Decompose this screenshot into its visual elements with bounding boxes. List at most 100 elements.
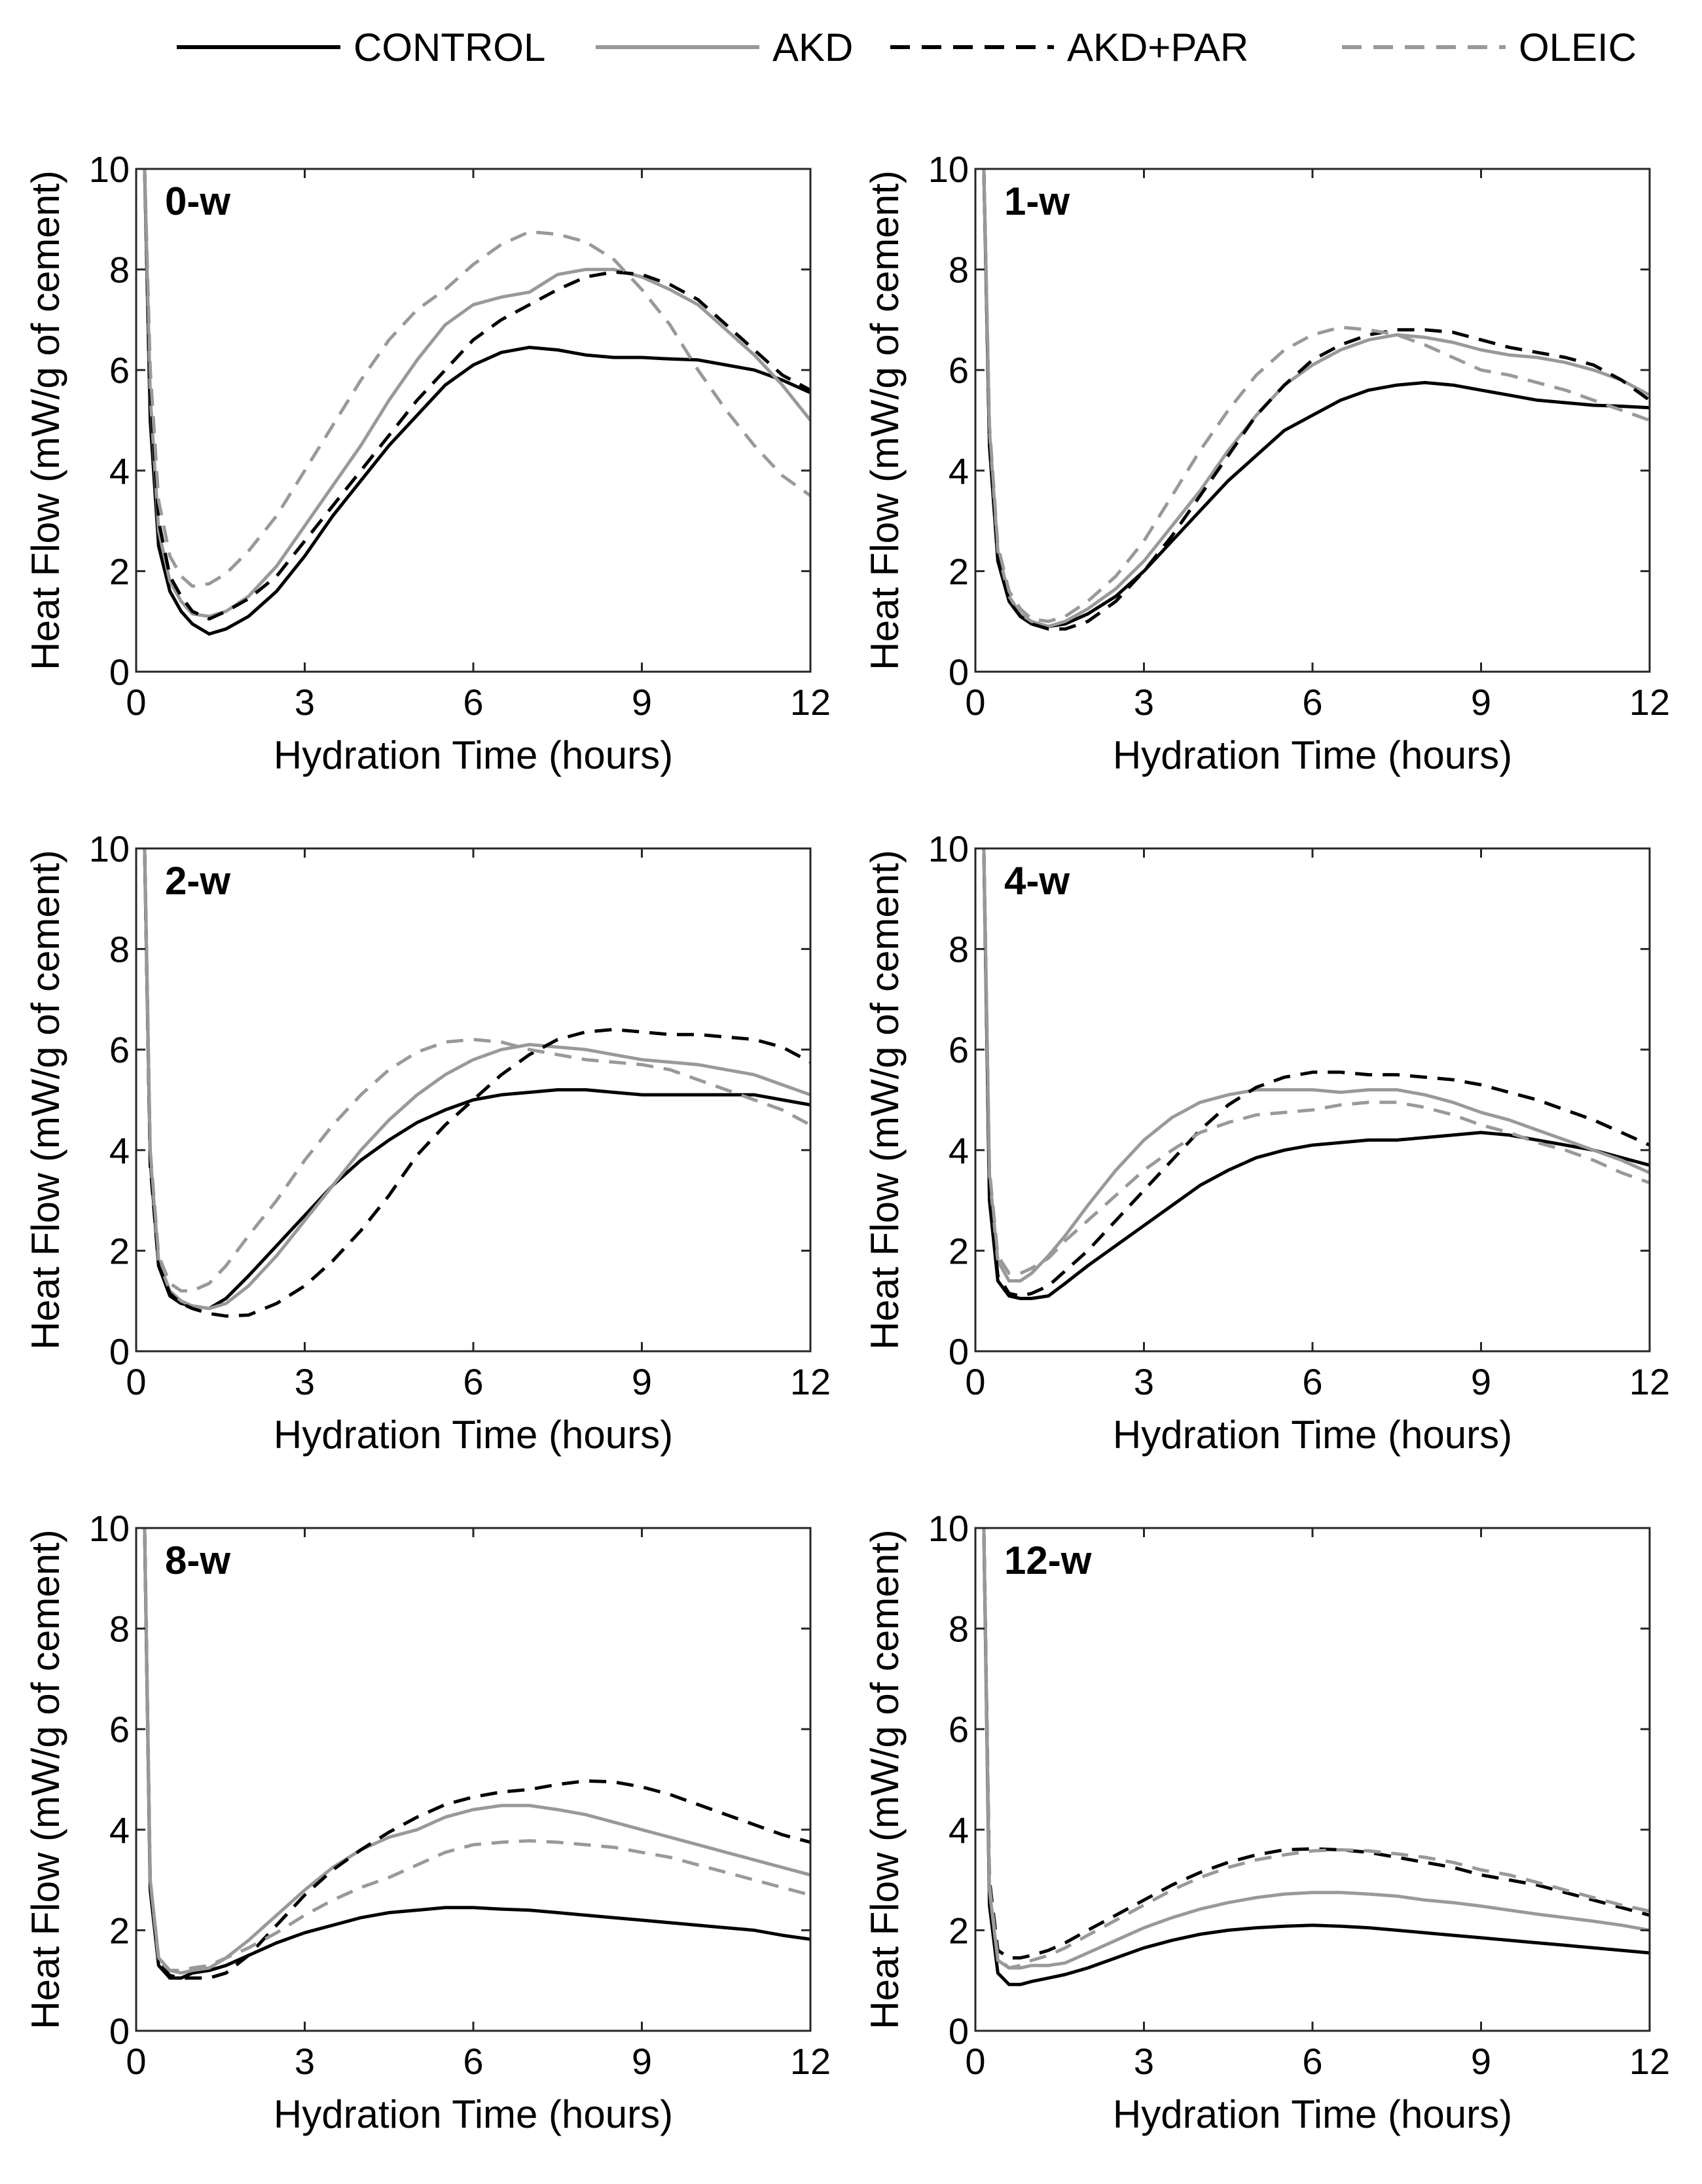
y-axis-label: Heat Flow (mW/g of cement) <box>24 1529 67 2029</box>
panel-label: 0-w <box>165 179 230 223</box>
x-tick-label: 12 <box>1629 2041 1670 2082</box>
y-tick-label: 4 <box>109 450 130 492</box>
series-group <box>982 169 1650 631</box>
y-axis-label: Heat Flow (mW/g of cement) <box>24 850 67 1350</box>
x-tick-label: 3 <box>1134 2041 1154 2082</box>
x-tick-label: 6 <box>463 682 483 723</box>
x-tick-label: 6 <box>1302 2041 1322 2082</box>
series-line-akd <box>143 1528 810 1975</box>
chart-panel-2-w: 0 3 6 9 12 0 2 4 6 8 10 2-w Hydration Time (hours) He… <box>24 828 831 1457</box>
x-tick-label: 9 <box>632 1361 652 1402</box>
y-tick-label: 8 <box>949 929 969 970</box>
y-tick-label: 4 <box>109 1810 130 1851</box>
y-tick-label: 6 <box>109 1029 130 1070</box>
y-tick-label: 4 <box>949 450 969 492</box>
x-axis-label: Hydration Time (hours) <box>274 733 673 777</box>
x-tick-label: 3 <box>295 682 315 723</box>
y-tick-label: 6 <box>949 350 969 391</box>
y-tick-label: 4 <box>109 1130 130 1171</box>
x-tick-label: 6 <box>463 2041 483 2082</box>
y-tick-label: 2 <box>109 1230 130 1271</box>
panel-label: 2-w <box>165 859 230 903</box>
legend-label: OLEIC <box>1519 26 1637 69</box>
series-line-control <box>143 169 810 636</box>
y-tick-label: 2 <box>949 1910 969 1951</box>
x-tick-label: 0 <box>126 2041 146 2082</box>
x-tick-label: 9 <box>1471 2041 1491 2082</box>
y-tick-label: 0 <box>949 2011 969 2052</box>
series-line-akd <box>982 169 1650 628</box>
y-axis-label: Heat Flow (mW/g of cement) <box>863 850 907 1350</box>
y-tick-label: 8 <box>949 249 969 291</box>
y-tick-label: 0 <box>949 651 969 693</box>
y-tick-label: 0 <box>109 2011 130 2052</box>
x-axis-label: Hydration Time (hours) <box>1113 733 1512 777</box>
series-line-akd <box>143 848 810 1311</box>
plot-frame <box>135 168 812 673</box>
x-tick-label: 0 <box>126 1361 146 1402</box>
y-tick-label: 2 <box>109 1910 130 1951</box>
series-line-control <box>143 1528 810 1980</box>
x-axis-label: Hydration Time (hours) <box>1113 2092 1512 2136</box>
series-group <box>982 848 1650 1300</box>
plot-frame <box>974 168 1651 673</box>
y-tick-label: 2 <box>109 551 130 592</box>
y-axis-label: Heat Flow (mW/g of cement) <box>863 170 907 670</box>
chart-panel-4-w: 0 3 6 9 12 0 2 4 6 8 10 4-w Hydration Time (hours) He… <box>863 828 1670 1457</box>
series-line-akd-par <box>143 1528 810 1980</box>
legend-label: AKD <box>772 26 853 69</box>
series-line-akd-par <box>982 848 1650 1298</box>
x-tick-label: 0 <box>965 1361 985 1402</box>
x-tick-label: 0 <box>126 682 146 723</box>
panel-label: 8-w <box>165 1538 230 1582</box>
series-line-akd <box>982 1528 1650 1970</box>
series-line-akd-par <box>143 169 810 621</box>
x-tick-label: 6 <box>463 1361 483 1402</box>
chart-panel-8-w: 0 3 6 9 12 0 2 4 6 8 10 8-w Hydration Time (hours) He… <box>24 1508 831 2136</box>
y-tick-label: 6 <box>949 1029 969 1070</box>
x-tick-label: 3 <box>295 1361 315 1402</box>
x-tick-label: 9 <box>1471 682 1491 723</box>
x-tick-label: 0 <box>965 2041 985 2082</box>
plot-frame <box>135 1527 812 2032</box>
series-line-oleic <box>982 169 1650 623</box>
y-tick-label: 10 <box>928 149 969 190</box>
y-tick-label: 10 <box>928 1508 969 1549</box>
x-tick-label: 9 <box>1471 1361 1491 1402</box>
x-tick-label: 6 <box>1302 1361 1322 1402</box>
x-tick-label: 0 <box>965 682 985 723</box>
series-line-oleic <box>143 169 810 588</box>
panel-label: 1-w <box>1004 179 1070 223</box>
y-tick-label: 8 <box>949 1609 969 1650</box>
x-tick-label: 12 <box>1629 682 1670 723</box>
series-line-oleic <box>982 848 1650 1275</box>
y-tick-label: 6 <box>109 350 130 391</box>
x-tick-label: 9 <box>632 682 652 723</box>
y-axis-label: Heat Flow (mW/g of cement) <box>24 170 67 670</box>
x-axis-label: Hydration Time (hours) <box>1113 1413 1512 1457</box>
x-tick-label: 3 <box>1134 682 1154 723</box>
series-line-akd <box>982 848 1650 1283</box>
series-group <box>143 169 810 636</box>
legend-label: CONTROL <box>353 26 545 69</box>
chart-panel-12-w: 0 3 6 9 12 0 2 4 6 8 10 12-w Hydration Time (hours) H… <box>863 1508 1670 2136</box>
y-tick-label: 8 <box>109 249 130 291</box>
y-tick-label: 8 <box>109 1609 130 1650</box>
x-tick-label: 9 <box>632 2041 652 2082</box>
x-tick-label: 12 <box>790 2041 831 2082</box>
x-tick-label: 12 <box>1629 1361 1670 1402</box>
y-tick-label: 10 <box>89 828 130 869</box>
series-line-akd <box>143 169 810 618</box>
y-tick-label: 0 <box>949 1331 969 1372</box>
series-group <box>982 1528 1650 1986</box>
series-line-control <box>982 1528 1650 1986</box>
panels: 0 3 6 9 12 0 2 4 6 8 10 0-w Hydration Time (hours) He… <box>24 149 1670 2136</box>
panel-label: 4-w <box>1004 859 1070 903</box>
series-group <box>143 1528 810 1980</box>
series-line-control <box>982 169 1650 628</box>
series-group <box>143 848 810 1318</box>
x-axis-label: Hydration Time (hours) <box>274 1413 673 1457</box>
y-tick-label: 0 <box>109 1331 130 1372</box>
y-tick-label: 10 <box>928 828 969 869</box>
